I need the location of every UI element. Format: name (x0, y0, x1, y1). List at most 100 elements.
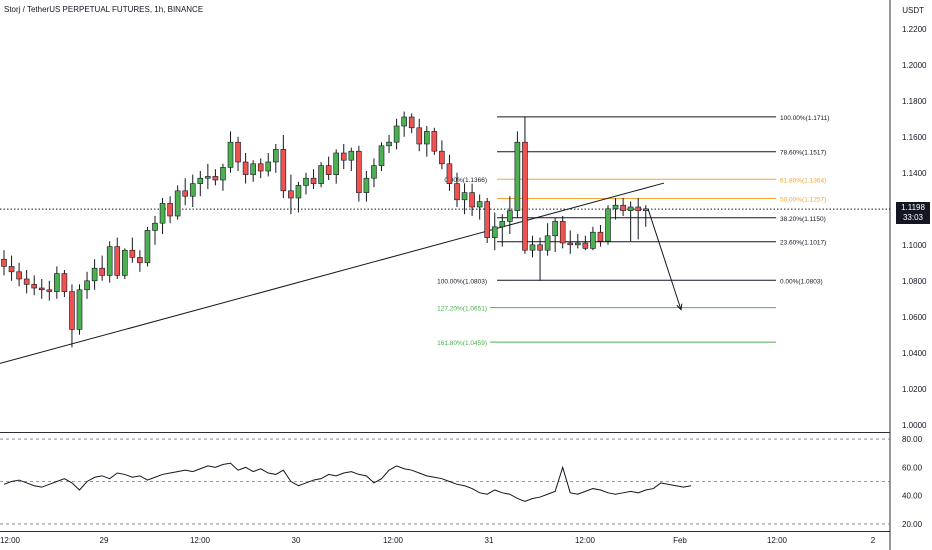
projection-arrow (647, 208, 682, 310)
grid-layer (0, 0, 891, 550)
candle-down (537, 244, 543, 251)
candle-down (31, 284, 38, 289)
candle-down (129, 249, 136, 258)
candle-up (491, 226, 498, 238)
fib-level-label: 23.60%(1.1017) (780, 240, 826, 247)
candle-down (167, 203, 173, 217)
fib-level-label: 61.80%(1.1364) (780, 177, 826, 184)
candle-up (461, 192, 468, 201)
candle-down (310, 177, 317, 184)
rsi-line (3, 462, 692, 502)
x-tick-label: 12:00 (383, 536, 404, 545)
candle-up (54, 273, 60, 292)
y-tick-label: 1.2000 (902, 61, 927, 70)
candle-down (280, 149, 287, 192)
x-tick-label: 12:00 (767, 536, 788, 545)
candle-up (272, 149, 279, 163)
candle-up (159, 203, 166, 224)
candle-down (522, 141, 528, 251)
chart-title: Storj / TetherUS PERPETUAL FUTURES, 1h, … (4, 5, 204, 14)
candle-down (257, 163, 264, 172)
y-tick-label: 1.0800 (902, 277, 927, 286)
rsi-pane: 80.00 60.00 40.00 20.00 (0, 435, 923, 529)
fib-level-label: 38.20%(1.1150) (780, 216, 826, 223)
candle-up (220, 167, 226, 181)
candle-up (371, 165, 377, 179)
y-tick-label: 1.1600 (902, 133, 927, 142)
rsi-tick-label: 20.00 (902, 520, 923, 529)
candle-up (205, 176, 211, 179)
candle-up (189, 183, 196, 197)
candle-down (182, 190, 188, 197)
y-tick-label: 1.1800 (902, 97, 927, 106)
candle-up (423, 131, 430, 145)
candle-down (8, 266, 15, 273)
fib-layer: 100.00%(1.1711) 78.60%(1.1517) 61.80%(1.13… (437, 115, 829, 347)
y-tick-label: 1.1400 (902, 169, 927, 178)
candle-up (393, 125, 400, 143)
candle-up (197, 177, 204, 184)
fib-extension-label: 161.80%(1.0459) (437, 340, 487, 347)
fib-level-label: 78.60%(1.1517) (780, 150, 826, 157)
fib-level-label: 100.00%(1.1711) (780, 115, 829, 122)
candle-up (386, 141, 392, 147)
candle-down (242, 161, 249, 175)
candle-up (544, 235, 551, 251)
candle-down (446, 163, 453, 184)
candle-down (16, 271, 22, 280)
candle-up (378, 145, 385, 166)
trendline (0, 182, 665, 364)
y-tick-label: 1.1000 (902, 241, 927, 250)
candle-down (325, 165, 332, 175)
x-tick-label: 30 (292, 536, 301, 545)
candle-down (61, 273, 68, 292)
candle-up (152, 222, 158, 231)
candle-up (76, 289, 83, 330)
candle-up (363, 177, 370, 193)
rsi-tick-label: 40.00 (902, 492, 923, 501)
candle-up (499, 221, 506, 228)
candle-down (288, 190, 294, 199)
candle-up (84, 280, 90, 291)
candle-up (590, 231, 596, 249)
candle-up (642, 208, 649, 211)
candle-down (38, 287, 45, 291)
x-tick-label: 12:00 (190, 536, 211, 545)
fib-extension-label: 127.20%(1.0651) (437, 306, 487, 313)
candle-down (635, 206, 642, 211)
x-tick-label: 31 (485, 536, 494, 545)
candle-up (612, 204, 619, 210)
candle-up (250, 163, 256, 175)
candle-down (439, 150, 445, 165)
y-tick-label: 1.0400 (902, 349, 927, 358)
candle-up (91, 267, 98, 282)
candle-up (401, 116, 407, 127)
fib-extension-label: 100.00%(1.0803) (437, 278, 487, 285)
x-tick-label: 12:00 (0, 536, 21, 545)
y-tick-label: 1.0000 (902, 421, 927, 430)
candle-layer (1, 111, 649, 348)
currency-label[interactable]: USDT (902, 6, 924, 15)
y-tick-label: 1.0600 (902, 313, 927, 322)
candle-down (23, 278, 30, 285)
candle-down (99, 267, 105, 276)
candle-down (567, 242, 574, 246)
trend-layer (0, 182, 683, 364)
fib-extension-label: 0.00%(1.1366) (444, 177, 487, 184)
candle-countdown: 33:03 (902, 213, 924, 222)
candle-up (318, 165, 324, 184)
fib-level-label: 0.00%(1.0803) (780, 278, 823, 285)
candle-up (227, 141, 234, 168)
candle-down (212, 176, 219, 181)
candle-up (605, 208, 611, 242)
current-price-tag: 1.1198 33:03 (896, 202, 930, 224)
candle-up (552, 221, 558, 237)
candle-down (597, 231, 604, 242)
candle-up (529, 244, 536, 251)
candle-down (356, 150, 362, 193)
candle-up (333, 152, 340, 175)
candle-down (340, 152, 347, 161)
candle-up (265, 161, 272, 172)
y-tick-label: 1.2200 (902, 25, 927, 34)
